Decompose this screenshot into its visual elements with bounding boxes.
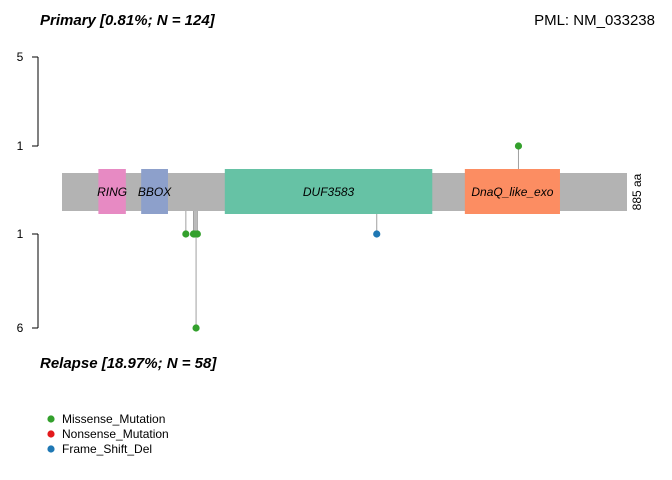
relapse-title: Relapse [18.97%; N = 58] <box>40 355 217 372</box>
top-axis-tick-label: 1 <box>17 139 24 153</box>
mutation-point <box>182 230 190 238</box>
top-axis: 51 <box>17 50 39 153</box>
protein-track: RING BBOX DUF3583 DnaQ_like_exo <box>62 169 627 214</box>
lollipop-heads <box>182 142 523 332</box>
bottom-axis: 16 <box>17 227 39 335</box>
domain-label: BBOX <box>138 185 172 199</box>
domain-label: DUF3583 <box>303 185 355 199</box>
bottom-axis-tick-label: 1 <box>17 227 24 241</box>
domain-bbox <box>141 169 168 214</box>
lollipop-stems <box>185 146 519 328</box>
domain-ring <box>98 169 126 214</box>
mutation-point <box>193 230 201 238</box>
legend-label: Missense_Mutation <box>62 412 165 426</box>
domain-label: DnaQ_like_exo <box>471 185 553 199</box>
legend-marker <box>47 430 55 438</box>
primary-title: Primary [0.81%; N = 124] <box>40 12 216 29</box>
domain-duf3583 <box>224 169 433 214</box>
legend: Missense_MutationNonsense_MutationFrame_… <box>47 412 169 456</box>
legend-label: Nonsense_Mutation <box>62 427 169 441</box>
protein-length-label: 885 aa <box>630 173 644 210</box>
mutation-point <box>192 324 200 332</box>
legend-marker <box>47 415 55 423</box>
mutation-point <box>514 142 523 150</box>
domain-label: RING <box>97 185 127 199</box>
domain-dnaq_like_exo <box>464 169 560 214</box>
top-axis-tick-label: 5 <box>17 50 24 64</box>
legend-marker <box>47 445 55 453</box>
bottom-axis-tick-label: 6 <box>17 321 24 335</box>
gene-label: PML: NM_033238 <box>534 12 655 29</box>
legend-label: Frame_Shift_Del <box>62 442 152 456</box>
mutation-point <box>373 230 381 238</box>
